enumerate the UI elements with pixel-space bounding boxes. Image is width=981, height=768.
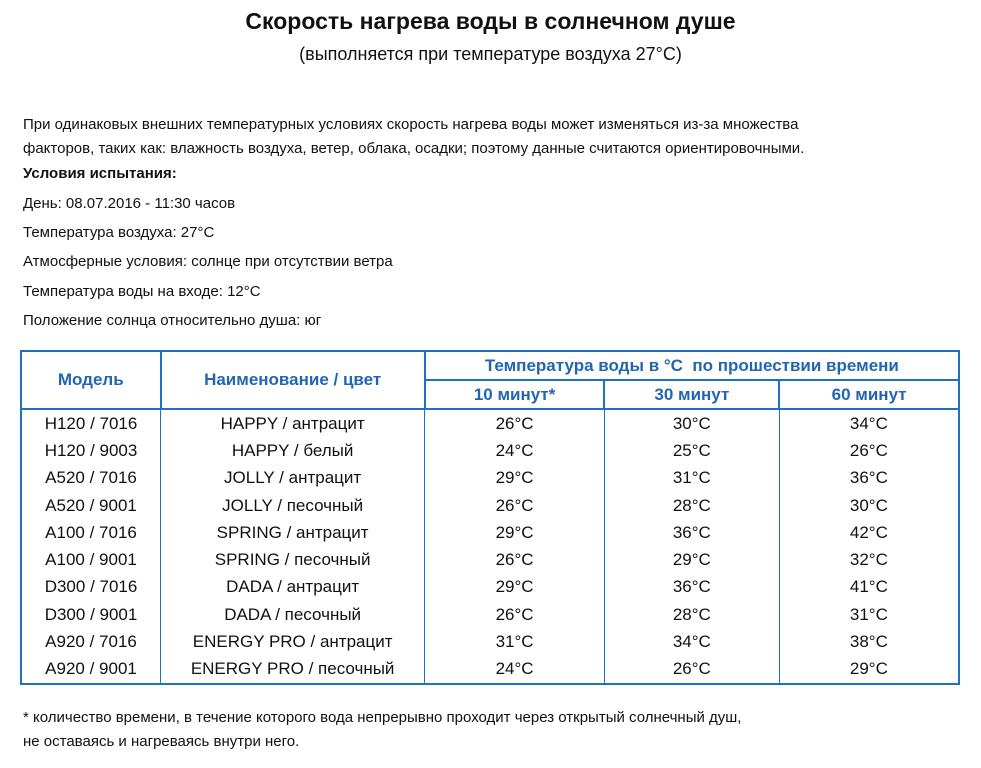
table-cell: 31°C (778, 601, 960, 629)
table-cell: H120 / 7016 (20, 409, 162, 438)
table-cell: 36°C (778, 464, 960, 492)
table-cell: A920 / 9001 (20, 655, 162, 684)
table-cell: ENERGY PRO / антрацит (160, 628, 426, 656)
table-cell: 25°C (603, 437, 780, 465)
table-cell: 41°C (778, 573, 960, 602)
table-cell: D300 / 7016 (20, 573, 162, 602)
table-cell: 34°C (778, 409, 960, 438)
table-cell: 26°C (778, 437, 960, 465)
table-row: A100 / 9001 SPRING / песочный 26°C 29°C 32°C (20, 546, 960, 574)
table-cell: 30°C (603, 409, 780, 438)
table-cell: 26°C (424, 601, 605, 629)
table-cell: A520 / 7016 (20, 464, 162, 492)
table-row: H120 / 9003 HAPPY / белый 24°C 25°C 26°C (20, 437, 960, 465)
table-cell: 36°C (603, 519, 780, 547)
table-cell: A920 / 7016 (20, 628, 162, 656)
table-cell: 31°C (603, 464, 780, 492)
condition-line: Температура воды на входе: 12°C (23, 282, 261, 300)
table-cell: 26°C (603, 655, 780, 684)
table-row: H120 / 7016 HAPPY / антрацит 26°C 30°C 34°C (20, 409, 960, 438)
table-cell: 31°C (424, 628, 605, 656)
column-header: 10 минут* (423, 379, 606, 410)
table-cell: 29°C (603, 546, 780, 574)
column-header: Наименование / цвет (159, 350, 426, 410)
table-cell: 38°C (778, 628, 960, 656)
table-cell: 32°C (778, 546, 960, 574)
table-cell: 26°C (424, 546, 605, 574)
table-cell: DADA / антрацит (160, 573, 426, 602)
footnote-line: не оставаясь и нагреваясь внутри него. (23, 733, 300, 750)
table-cell: SPRING / песочный (160, 546, 426, 574)
condition-line: День: 08.07.2016 - 11:30 часов (23, 195, 236, 212)
table-cell: 28°C (603, 491, 780, 520)
table-cell: 26°C (424, 491, 605, 520)
table-cell: SPRING / антрацит (160, 519, 426, 547)
table-cell: D300 / 9001 (20, 601, 162, 629)
table-row: A920 / 9001 ENERGY PRO / песочный 24°C 26°C… (20, 655, 960, 684)
intro-line: факторов, таких как: влажность воздуха, … (23, 140, 805, 157)
title: Скорость нагрева воды в солнечном душе (245, 8, 736, 34)
table-cell: 34°C (603, 628, 780, 656)
condition-line: Положение солнца относительно душа: юг (23, 311, 322, 329)
footnote-line: * количество времени, в течение которого… (23, 709, 742, 726)
table-cell: 30°C (778, 491, 960, 520)
table-row: D300 / 9001 DADA / песочный 26°C 28°C 31°C (20, 601, 960, 629)
table-cell: 26°C (424, 409, 605, 438)
results-table: Модель Наименование / цвет Температура в… (20, 350, 961, 685)
table-row: D300 / 7016 DADA / антрацит 29°C 36°C 41°C (20, 573, 960, 602)
table-cell: A100 / 9001 (20, 546, 162, 574)
column-group-header: Температура воды в °C по прошествии врем… (423, 350, 961, 381)
table-cell: JOLLY / песочный (160, 491, 426, 520)
table-cell: 24°C (424, 437, 605, 465)
table-row: A520 / 7016 JOLLY / антрацит 29°C 31°C 36°C (20, 464, 960, 492)
table-cell: 29°C (424, 519, 605, 547)
table-cell: DADA / песочный (160, 601, 426, 629)
header-row: Модель Наименование / цвет Температура в… (20, 350, 961, 410)
table-cell: 29°C (424, 573, 605, 602)
table-cell: HAPPY / белый (160, 437, 426, 465)
table-row: A920 / 7016 ENERGY PRO / антрацит 31°C 34°C… (20, 628, 960, 656)
table-cell: 24°C (424, 655, 605, 684)
table-cell: 28°C (603, 601, 780, 629)
table-cell: H120 / 9003 (20, 437, 162, 465)
table-cell: A100 / 7016 (20, 519, 162, 547)
table-cell: 29°C (778, 655, 960, 684)
table-cell: ENERGY PRO / песочный (160, 655, 426, 684)
table-cell: 29°C (424, 464, 605, 492)
table-cell: 42°C (778, 519, 960, 547)
column-header: Модель (20, 350, 162, 410)
table-row: A100 / 7016 SPRING / антрацит 29°C 36°C 42°C (20, 519, 960, 547)
table-cell: A520 / 9001 (20, 491, 162, 520)
table-row: A520 / 9001 JOLLY / песочный 26°C 28°C 30°C (20, 491, 960, 520)
intro-line: При одинаковых внешних температурных усл… (23, 116, 799, 133)
column-header: 60 минут (778, 379, 960, 410)
table-cell: 36°C (603, 573, 780, 602)
column-header: 30 минут (603, 379, 781, 410)
subtitle: (выполняется при температуре воздуха 27°… (299, 44, 682, 64)
header-row: 10 минут* 30 минут 60 минут (21, 379, 960, 410)
conditions-heading: Условия испытания: (23, 165, 177, 182)
condition-line: Атмосферные условия: солнце при отсутств… (23, 253, 393, 271)
table-cell: JOLLY / антрацит (160, 464, 426, 492)
table-cell: HAPPY / антрацит (160, 409, 426, 438)
table-body: H120 / 7016 HAPPY / антрацит 26°C 30°C 34°C H… (20, 409, 960, 684)
condition-line: Температура воздуха: 27°C (23, 224, 215, 242)
